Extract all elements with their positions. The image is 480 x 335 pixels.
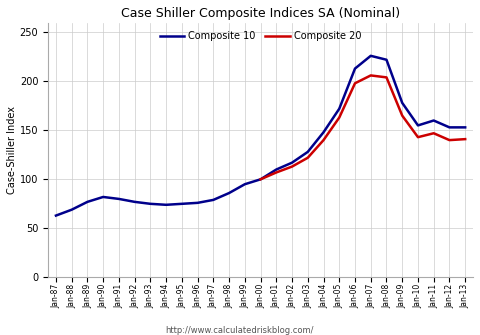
Title: Case Shiller Composite Indices SA (Nominal): Case Shiller Composite Indices SA (Nomin… — [121, 7, 400, 20]
Composite 10 — [100, 195, 106, 199]
Composite 10 — [226, 191, 232, 195]
Composite 10 — [210, 198, 216, 202]
Composite 20 — [384, 75, 389, 79]
Composite 10 — [415, 123, 421, 127]
Y-axis label: Case-Shiller Index: Case-Shiller Index — [7, 106, 17, 194]
Composite 10 — [69, 208, 74, 212]
Composite 10 — [384, 58, 389, 62]
Composite 10 — [336, 107, 342, 111]
Composite 10 — [274, 168, 279, 172]
Composite 10 — [446, 125, 452, 129]
Composite 10 — [258, 177, 264, 181]
Composite 10 — [431, 119, 437, 123]
Line: Composite 10: Composite 10 — [56, 56, 465, 216]
Composite 10 — [462, 125, 468, 129]
Composite 10 — [242, 182, 248, 186]
Composite 10 — [289, 161, 295, 165]
Composite 20 — [289, 164, 295, 169]
Composite 20 — [462, 137, 468, 141]
Composite 10 — [179, 202, 185, 206]
Composite 10 — [132, 200, 138, 204]
Composite 10 — [53, 214, 59, 218]
Composite 20 — [368, 73, 373, 77]
Composite 20 — [305, 156, 311, 160]
Composite 20 — [399, 114, 405, 118]
Text: http://www.calculatedriskblog.com/: http://www.calculatedriskblog.com/ — [166, 326, 314, 335]
Composite 20 — [336, 116, 342, 120]
Composite 10 — [147, 202, 153, 206]
Composite 10 — [399, 101, 405, 105]
Composite 20 — [321, 138, 326, 142]
Composite 10 — [116, 197, 122, 201]
Composite 10 — [352, 67, 358, 71]
Legend: Composite 10, Composite 20: Composite 10, Composite 20 — [156, 27, 365, 45]
Composite 20 — [258, 177, 264, 181]
Composite 10 — [163, 203, 169, 207]
Composite 20 — [431, 131, 437, 135]
Composite 10 — [195, 201, 201, 205]
Composite 10 — [368, 54, 373, 58]
Composite 20 — [274, 171, 279, 175]
Composite 10 — [84, 200, 90, 204]
Composite 20 — [352, 81, 358, 85]
Composite 10 — [321, 130, 326, 134]
Composite 20 — [415, 135, 421, 139]
Composite 10 — [305, 150, 311, 154]
Composite 20 — [446, 138, 452, 142]
Line: Composite 20: Composite 20 — [261, 75, 465, 179]
